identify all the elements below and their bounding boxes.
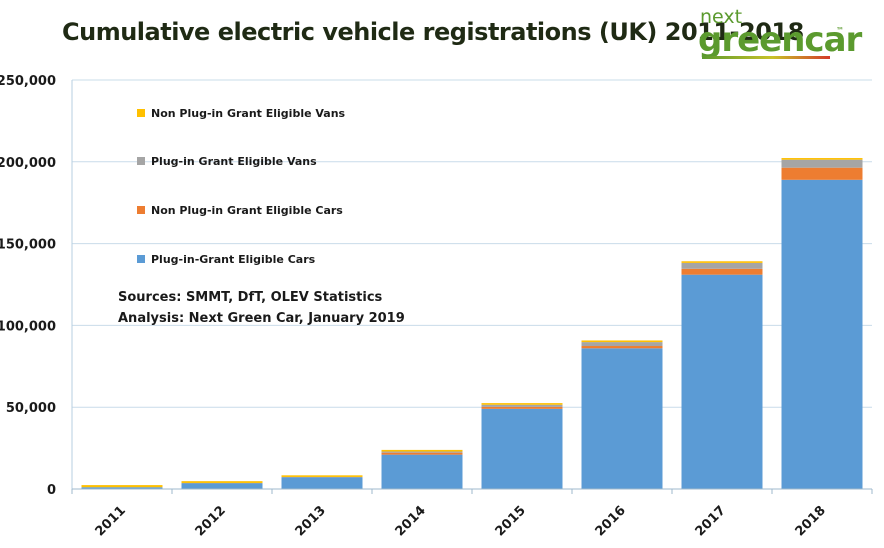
x-tick-label: 2013 xyxy=(293,503,329,539)
bar-segment xyxy=(781,179,863,489)
legend-label: Non Plug-in Grant Eligible Cars xyxy=(151,204,343,217)
bar-segment xyxy=(781,159,863,168)
legend-swatch xyxy=(137,255,145,263)
bar-segment xyxy=(81,487,163,489)
bar-segment xyxy=(481,404,563,407)
bar-segment xyxy=(481,406,563,409)
x-tick-label: 2016 xyxy=(593,503,629,539)
bar-segment xyxy=(181,482,263,484)
bar-segment xyxy=(181,481,263,483)
y-tick-label: 0 xyxy=(47,483,56,498)
next-greencar-logo: next greencar ™ xyxy=(698,6,862,62)
bar-segment xyxy=(381,452,463,455)
bar-segment xyxy=(81,485,163,488)
bar-segment xyxy=(681,261,763,263)
bar-segment xyxy=(281,476,363,478)
legend-swatch xyxy=(137,206,145,214)
bar-segment xyxy=(581,346,663,349)
bar-segment xyxy=(781,167,863,180)
x-tick-label: 2014 xyxy=(393,503,429,539)
legend: Non Plug-in Grant Eligible Vans Plug-in G… xyxy=(137,107,346,266)
bar-segment xyxy=(581,340,663,343)
bar-segment xyxy=(581,342,663,347)
logo-trademark: ™ xyxy=(836,26,844,35)
x-tick-label: 2015 xyxy=(493,503,529,539)
chart-title: Cumulative electric vehicle registration… xyxy=(62,18,804,46)
x-tick-label: 2011 xyxy=(93,503,129,539)
bar-segment xyxy=(381,449,463,452)
bar-segment xyxy=(381,451,463,453)
source-line: Sources: SMMT, DfT, OLEV Statistics xyxy=(118,290,383,305)
logo-greencar-text: greencar xyxy=(698,20,862,60)
legend-swatch xyxy=(137,157,145,165)
logo-underline xyxy=(702,56,830,59)
bar-segment xyxy=(281,477,363,489)
y-tick-label: 250,000 xyxy=(0,74,56,89)
bar-segment xyxy=(581,348,663,489)
bar-segment xyxy=(681,274,763,489)
bar-segment xyxy=(381,454,463,489)
bar-segment xyxy=(281,475,363,477)
legend-label: Plug-in Grant Eligible Vans xyxy=(151,155,317,168)
bar-segment xyxy=(181,483,263,489)
bar-segment xyxy=(681,262,763,269)
bar-segment xyxy=(481,403,563,405)
x-tick-label: 2018 xyxy=(793,503,829,539)
sources-note: Sources: SMMT, DfT, OLEV Statistics Anal… xyxy=(118,290,405,326)
x-tick-label: 2012 xyxy=(193,503,229,539)
y-tick-label: 50,000 xyxy=(6,401,56,416)
bar-segment xyxy=(481,408,563,489)
bar-segment xyxy=(681,268,763,275)
y-tick-label: 200,000 xyxy=(0,156,56,171)
legend-swatch xyxy=(137,109,145,117)
y-tick-label: 150,000 xyxy=(0,238,56,253)
y-tick-label: 100,000 xyxy=(0,319,56,334)
logo-next-text: next xyxy=(700,6,743,28)
bar-segment xyxy=(781,158,863,160)
legend-label: Non Plug-in Grant Eligible Vans xyxy=(151,107,346,120)
legend-label: Plug-in-Grant Eligible Cars xyxy=(151,253,316,266)
source-line: Analysis: Next Green Car, January 2019 xyxy=(118,311,405,326)
bars xyxy=(81,158,863,489)
x-tick-label: 2017 xyxy=(693,503,729,539)
